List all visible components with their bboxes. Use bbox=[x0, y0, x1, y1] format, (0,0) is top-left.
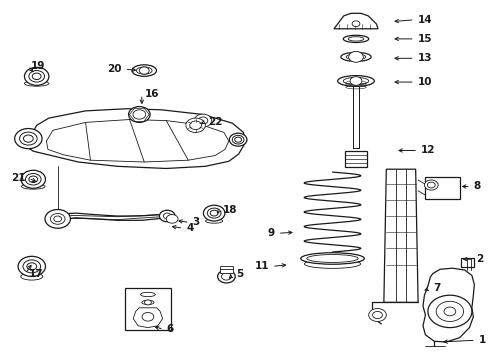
Circle shape bbox=[217, 270, 235, 283]
Ellipse shape bbox=[337, 76, 374, 86]
Ellipse shape bbox=[24, 81, 49, 86]
Circle shape bbox=[32, 73, 41, 80]
Text: 9: 9 bbox=[267, 228, 274, 238]
Text: 14: 14 bbox=[417, 15, 431, 25]
Circle shape bbox=[24, 67, 49, 85]
Circle shape bbox=[15, 129, 42, 149]
Circle shape bbox=[435, 301, 463, 321]
Circle shape bbox=[443, 307, 455, 316]
Ellipse shape bbox=[300, 253, 364, 264]
Ellipse shape bbox=[343, 35, 368, 42]
Polygon shape bbox=[55, 213, 172, 223]
Ellipse shape bbox=[340, 52, 370, 61]
Ellipse shape bbox=[21, 184, 45, 189]
Polygon shape bbox=[27, 109, 244, 168]
Circle shape bbox=[427, 182, 434, 188]
Polygon shape bbox=[383, 169, 417, 302]
Ellipse shape bbox=[136, 67, 152, 74]
Text: 20: 20 bbox=[107, 64, 122, 74]
Text: 2: 2 bbox=[475, 254, 483, 264]
Text: 21: 21 bbox=[11, 173, 25, 183]
Circle shape bbox=[20, 132, 37, 145]
Polygon shape bbox=[133, 308, 162, 328]
Bar bbox=[460, 258, 473, 267]
Circle shape bbox=[166, 215, 178, 223]
Text: 8: 8 bbox=[473, 181, 480, 192]
Polygon shape bbox=[422, 268, 473, 342]
Circle shape bbox=[163, 213, 171, 219]
Text: 22: 22 bbox=[208, 117, 223, 127]
Circle shape bbox=[234, 137, 241, 142]
Circle shape bbox=[21, 170, 45, 188]
Ellipse shape bbox=[306, 255, 357, 262]
Circle shape bbox=[203, 205, 224, 221]
Text: 19: 19 bbox=[31, 60, 45, 71]
Circle shape bbox=[45, 210, 70, 228]
Text: 13: 13 bbox=[417, 53, 431, 63]
Circle shape bbox=[427, 295, 471, 328]
Circle shape bbox=[189, 121, 201, 130]
Text: 7: 7 bbox=[432, 283, 440, 293]
Bar bbox=[124, 288, 171, 330]
Circle shape bbox=[27, 263, 37, 270]
Circle shape bbox=[198, 117, 207, 124]
Ellipse shape bbox=[132, 65, 156, 76]
Circle shape bbox=[229, 133, 246, 146]
Text: 4: 4 bbox=[186, 223, 193, 233]
Bar bbox=[219, 266, 233, 273]
Circle shape bbox=[207, 208, 221, 218]
Text: 3: 3 bbox=[192, 217, 200, 228]
Circle shape bbox=[348, 51, 363, 62]
Text: 17: 17 bbox=[28, 269, 43, 279]
Ellipse shape bbox=[141, 292, 155, 297]
Bar bbox=[425, 177, 459, 199]
Circle shape bbox=[210, 210, 218, 216]
Circle shape bbox=[29, 176, 38, 183]
Ellipse shape bbox=[142, 300, 154, 305]
Ellipse shape bbox=[343, 77, 368, 85]
Circle shape bbox=[159, 210, 175, 222]
Polygon shape bbox=[333, 13, 377, 29]
Text: 10: 10 bbox=[417, 77, 431, 87]
Text: 5: 5 bbox=[236, 269, 244, 279]
Circle shape bbox=[133, 110, 145, 119]
Circle shape bbox=[185, 118, 205, 132]
Text: 1: 1 bbox=[478, 335, 485, 345]
Circle shape bbox=[23, 135, 33, 142]
Circle shape bbox=[144, 300, 151, 305]
Ellipse shape bbox=[205, 219, 223, 223]
Text: 15: 15 bbox=[417, 34, 431, 44]
Circle shape bbox=[424, 180, 437, 190]
Circle shape bbox=[221, 273, 231, 280]
Circle shape bbox=[372, 311, 382, 319]
Circle shape bbox=[368, 309, 386, 321]
Circle shape bbox=[54, 216, 61, 222]
Circle shape bbox=[194, 114, 211, 127]
Circle shape bbox=[349, 77, 361, 85]
Circle shape bbox=[18, 256, 45, 276]
Ellipse shape bbox=[20, 273, 43, 280]
Text: 11: 11 bbox=[254, 261, 268, 271]
Ellipse shape bbox=[304, 259, 360, 269]
Circle shape bbox=[50, 213, 65, 224]
Text: 16: 16 bbox=[144, 89, 159, 99]
Circle shape bbox=[25, 174, 41, 185]
Circle shape bbox=[142, 312, 153, 321]
Bar bbox=[345, 151, 366, 167]
Circle shape bbox=[351, 21, 359, 27]
Circle shape bbox=[128, 107, 150, 122]
Circle shape bbox=[29, 71, 44, 82]
Circle shape bbox=[23, 260, 41, 273]
Text: 6: 6 bbox=[166, 324, 174, 334]
Text: 12: 12 bbox=[420, 145, 435, 156]
Circle shape bbox=[232, 135, 244, 144]
Ellipse shape bbox=[347, 37, 363, 41]
Text: 18: 18 bbox=[223, 204, 237, 215]
Circle shape bbox=[139, 67, 149, 74]
Ellipse shape bbox=[346, 54, 365, 60]
